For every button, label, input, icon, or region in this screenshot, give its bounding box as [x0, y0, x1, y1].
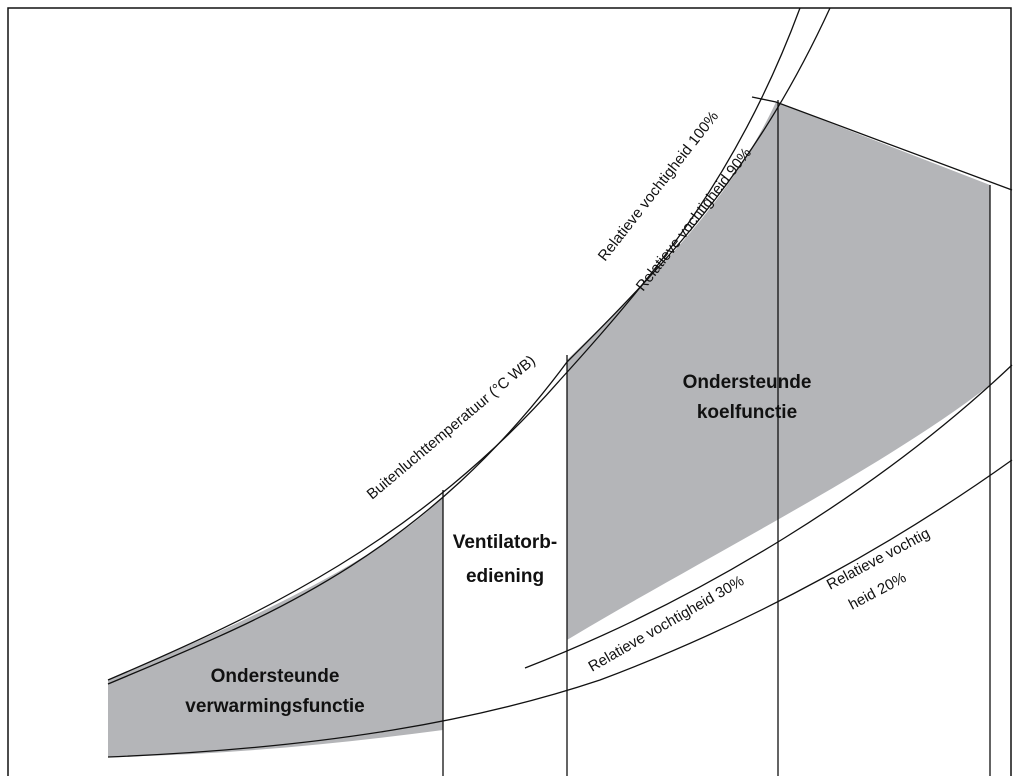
rh20-curve	[107, 459, 1013, 758]
cooling-label: Ondersteunde	[683, 372, 812, 393]
rh100-curve	[107, 7, 801, 681]
rh90-curve	[107, 7, 831, 685]
rh30-curve	[524, 364, 1013, 669]
heating-label: Ondersteunde	[211, 666, 340, 687]
fan-label: ediening	[466, 566, 544, 587]
cooling-label: koelfunctie	[697, 402, 797, 423]
fan-label: Ventilatorb-	[453, 532, 558, 553]
heating-label: verwarmingsfunctie	[185, 696, 365, 717]
heating-zone	[108, 497, 443, 757]
top-line	[751, 96, 1013, 191]
